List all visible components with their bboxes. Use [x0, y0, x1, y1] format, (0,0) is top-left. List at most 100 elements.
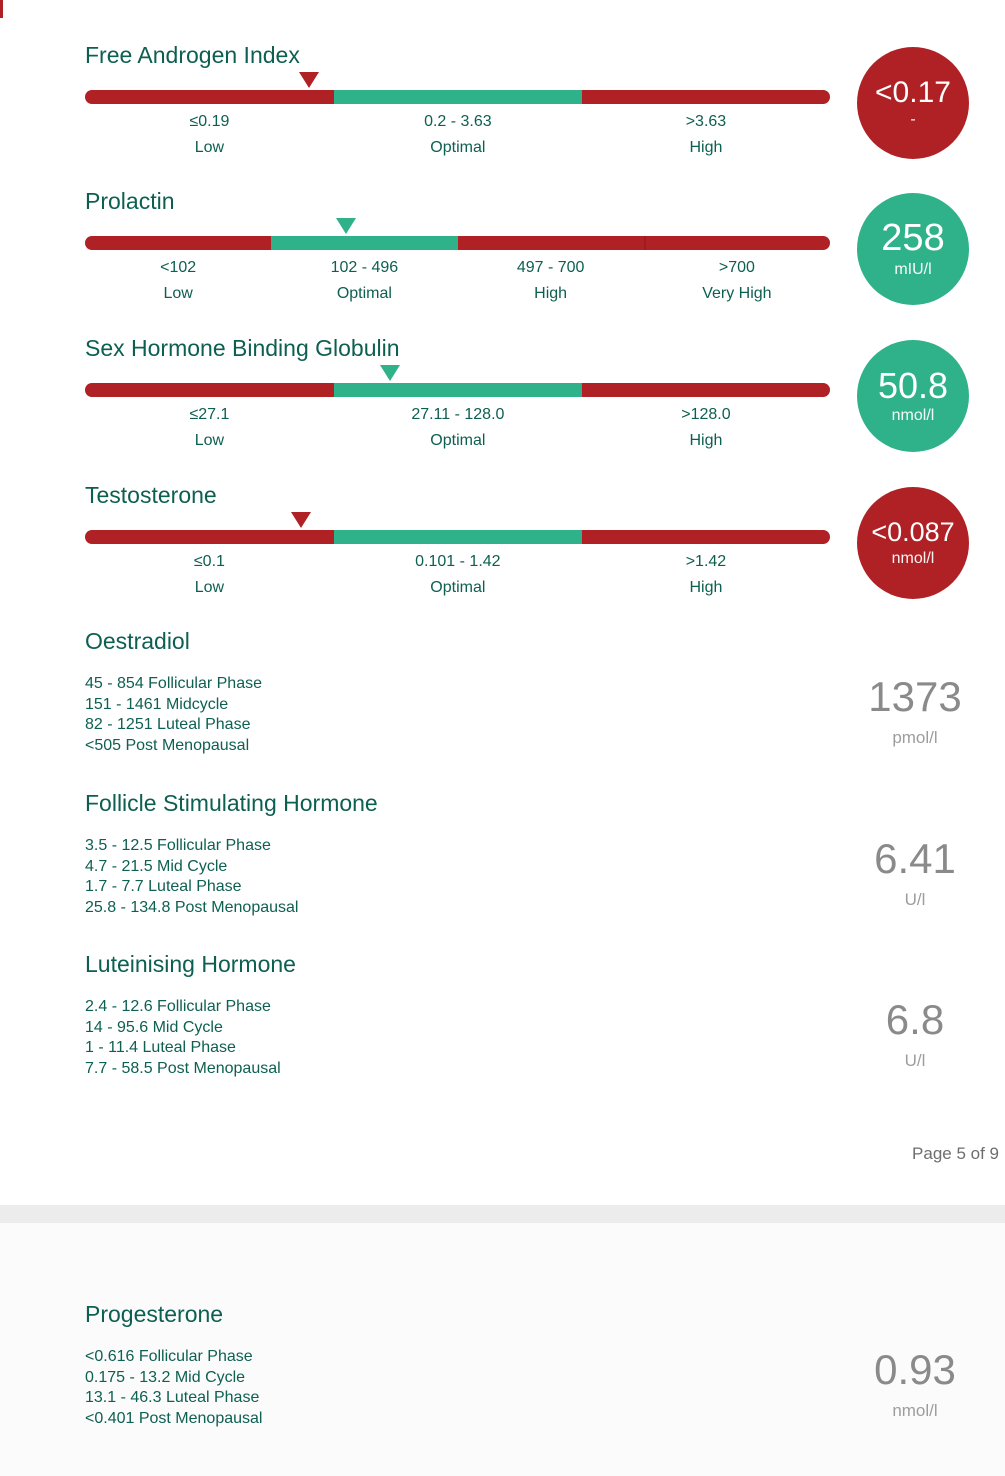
result-unit: U/l [904, 890, 926, 909]
result-marker-icon [335, 218, 356, 234]
segment-category-label: High [689, 139, 723, 156]
result-marker-icon [380, 365, 401, 381]
result-unit: nmol/l [891, 549, 935, 567]
segment-category-label: Very High [702, 285, 772, 302]
result-marker-icon [291, 512, 312, 528]
reference-range-line: 0.175 - 13.2 Mid Cycle [85, 1368, 246, 1386]
result-value: 258 [881, 216, 945, 259]
bar-segment-low [85, 530, 334, 544]
panel-title: Luteinising Hormone [85, 951, 296, 977]
reference-ranges: 45 - 854 Follicular Phase 151 - 1461 Mid… [85, 674, 262, 756]
panel-free-androgen-index: Free Androgen Index ≤0.19 Low 0.2 - 3.63… [0, 42, 1005, 188]
result-value: <0.17 [875, 75, 951, 109]
range-bar [85, 530, 830, 544]
reference-range-line: 82 - 1251 Luteal Phase [85, 716, 251, 733]
panel-title: Testosterone [85, 482, 217, 508]
panel-title: Prolactin [85, 188, 175, 214]
segment-category-label: Optimal [430, 432, 486, 449]
segment-range-label: ≤0.1 [193, 553, 225, 570]
result-block: 1373 pmol/l [830, 676, 1000, 748]
panel-title: Sex Hormone Binding Globulin [85, 335, 400, 361]
bar-segment-low [85, 383, 334, 397]
segment-labels: ≤0.1 Low 0.101 - 1.42 Optimal >1.42 High [85, 552, 830, 622]
segment-labels: ≤27.1 Low 27.11 - 128.0 Optimal >128.0 H… [85, 405, 830, 475]
segment-category-label: Low [163, 285, 193, 302]
reference-range-line: 14 - 95.6 Mid Cycle [85, 1018, 223, 1036]
segment-range-label: >700 [718, 259, 755, 276]
panel-title: Free Androgen Index [85, 42, 300, 68]
reference-range-line: 1 - 11.4 Luteal Phase [85, 1039, 236, 1056]
segment-range-label: 27.11 - 128.0 [411, 406, 505, 423]
segment-range-label: ≤0.19 [189, 113, 230, 130]
segment-range-label: >1.42 [685, 553, 727, 570]
result-value: 1373 [868, 673, 962, 720]
segment-category-label: Optimal [430, 139, 486, 156]
panel-fsh: Follicle Stimulating Hormone 3.5 - 12.5 … [0, 790, 1005, 950]
result-unit: nmol/l [891, 407, 935, 425]
result-badge: <0.17 - [857, 47, 969, 159]
segment-range-label: >3.63 [685, 113, 727, 130]
panel-progesterone: Progesterone <0.616 Follicular Phase 0.1… [0, 1301, 1005, 1461]
panel-title: Follicle Stimulating Hormone [85, 790, 378, 816]
segment-category-label: High [534, 285, 568, 302]
page-separator [0, 1205, 1005, 1224]
segment-range-label: 497 - 700 [516, 259, 585, 276]
bar-segment-optimal [333, 383, 582, 397]
segment-category-label: Low [194, 139, 225, 156]
marker-row [85, 218, 830, 234]
panel-testosterone: Testosterone ≤0.1 Low 0.101 - 1.42 Optim… [0, 482, 1005, 628]
segment-category-label: Optimal [336, 285, 392, 302]
marker-row [85, 365, 830, 381]
segment-range-label: 102 - 496 [330, 259, 399, 276]
panel-prolactin: Prolactin <102 Low 102 - 496 Optimal 497… [0, 188, 1005, 334]
reference-range-line: <505 Post Menopausal [85, 736, 250, 754]
reference-ranges: 2.4 - 12.6 Follicular Phase 14 - 95.6 Mi… [85, 997, 281, 1079]
bar-segment-optimal [333, 530, 582, 544]
range-bar [85, 90, 830, 104]
reference-range-line: 7.7 - 58.5 Post Menopausal [85, 1059, 281, 1077]
reference-range-line: 25.8 - 134.8 Post Menopausal [85, 898, 299, 916]
reference-range-line: 45 - 854 Follicular Phase [85, 675, 262, 692]
result-value: 6.8 [885, 996, 945, 1043]
result-badge: 258 mIU/l [857, 193, 969, 305]
reference-range-line: 4.7 - 21.5 Mid Cycle [85, 857, 228, 875]
result-marker-icon [298, 72, 319, 88]
segment-category-label: High [689, 432, 723, 449]
marker-row [85, 72, 830, 88]
result-unit: mIU/l [894, 261, 932, 279]
panel-lh: Luteinising Hormone 2.4 - 12.6 Follicula… [0, 951, 1005, 1111]
bar-segment-high [581, 530, 830, 544]
segment-range-label: 0.101 - 1.42 [415, 553, 501, 570]
page-edge-red-artifact [0, 0, 3, 18]
result-unit: nmol/l [892, 1401, 938, 1420]
reference-ranges: 3.5 - 12.5 Follicular Phase 4.7 - 21.5 M… [85, 836, 298, 918]
segment-category-label: Low [194, 579, 225, 596]
segment-range-label: <102 [160, 259, 197, 276]
segment-category-label: Low [194, 432, 225, 449]
result-block: 0.93 nmol/l [830, 1349, 1000, 1421]
next-page-background [0, 1223, 1005, 1476]
panel-title: Progesterone [85, 1301, 224, 1327]
segment-range-label: 0.2 - 3.63 [424, 113, 492, 130]
bar-segment-very-high [643, 236, 830, 250]
result-value: <0.087 [871, 517, 955, 548]
panel-oestradiol: Oestradiol 45 - 854 Follicular Phase 151… [0, 628, 1005, 788]
result-value: 6.41 [874, 835, 956, 882]
result-unit: - [910, 111, 916, 129]
segment-range-label: ≤27.1 [189, 406, 230, 423]
bar-segment-low [85, 90, 334, 104]
reference-range-line: 3.5 - 12.5 Follicular Phase [85, 837, 271, 854]
reference-ranges: <0.616 Follicular Phase 0.175 - 13.2 Mid… [85, 1347, 262, 1429]
segment-labels: ≤0.19 Low 0.2 - 3.63 Optimal >3.63 High [85, 112, 830, 182]
bar-segment-high [581, 383, 830, 397]
result-unit: pmol/l [892, 728, 938, 747]
bar-segment-optimal [333, 90, 582, 104]
result-badge: <0.087 nmol/l [857, 487, 969, 599]
result-unit: U/l [904, 1051, 926, 1070]
reference-range-line: 1.7 - 7.7 Luteal Phase [85, 878, 242, 895]
segment-labels: <102 Low 102 - 496 Optimal 497 - 700 Hig… [85, 258, 830, 328]
panel-shbg: Sex Hormone Binding Globulin ≤27.1 Low 2… [0, 335, 1005, 481]
segment-category-label: Optimal [430, 579, 486, 596]
reference-range-line: 2.4 - 12.6 Follicular Phase [85, 998, 271, 1015]
